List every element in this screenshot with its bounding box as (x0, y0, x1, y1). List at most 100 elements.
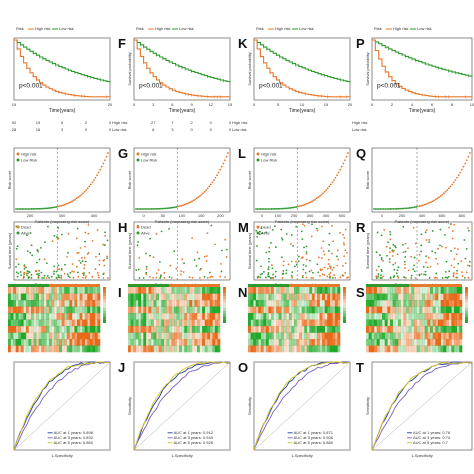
heatmap-cell (283, 313, 287, 320)
heatmap-cell (199, 300, 203, 307)
heatmap-cell (408, 287, 412, 294)
risk-table-cell: 16 (36, 127, 41, 132)
km-curve-low (254, 39, 351, 83)
survstatus-point (407, 269, 410, 272)
heatmap-cell (148, 339, 152, 346)
heatmap-cell (140, 332, 144, 340)
heatmap-cell (43, 300, 47, 307)
heatmap-cell (422, 293, 425, 301)
heatmap-cell (138, 319, 142, 327)
heatmap-cell (209, 319, 213, 327)
heatmap-cell (446, 326, 449, 333)
heatmap-cell (258, 332, 262, 340)
heatmap-cell (77, 293, 80, 301)
heatmap-cell (41, 319, 45, 327)
heatmap-cell (435, 293, 439, 301)
heatmap-cell (288, 326, 292, 333)
heatmap-cell (390, 345, 393, 353)
heatmap-cell (217, 326, 221, 333)
heatmap-cell (258, 287, 262, 294)
heatmap-cell (209, 300, 213, 307)
heatmap-cell (82, 293, 85, 301)
heatmap-cell (133, 313, 136, 320)
heatmap-cell (13, 332, 16, 340)
heatmap-cell (38, 319, 42, 327)
heatmap-cell (31, 287, 34, 294)
survstatus-point (209, 276, 211, 279)
heatmap-scale-cell (103, 320, 106, 323)
riskscore-point (417, 205, 419, 208)
survstatus-point (72, 276, 75, 279)
heatmap-cell (422, 332, 425, 340)
heatmap-cell (38, 287, 42, 294)
riskscore-point (156, 207, 159, 210)
heatmap-cell (133, 326, 136, 333)
heatmap-cell (288, 293, 292, 301)
heatmap-cell (374, 332, 377, 340)
heatmap-cell (424, 287, 428, 294)
survstatus-point (137, 268, 140, 271)
heatmap-cell (140, 306, 144, 314)
survstatus-point (193, 259, 196, 261)
heatmap-cell (427, 319, 431, 327)
heatmap-cell (435, 326, 439, 333)
heatmap-cell (314, 300, 318, 307)
riskscore-point (105, 155, 108, 158)
heatmap-cell (317, 300, 320, 307)
heatmap-cell (281, 313, 285, 320)
survstatus-point (401, 243, 404, 246)
heatmap-cell (59, 306, 62, 314)
heatmap-cell (207, 326, 211, 333)
heatmap-cell (273, 319, 277, 327)
survstatus-point (183, 262, 185, 265)
heatmap-cell (438, 300, 441, 307)
heatmap-cell (400, 287, 404, 294)
survstatus-point (148, 275, 151, 278)
heatmap-cell (189, 293, 193, 301)
heatmap-cell (161, 313, 165, 320)
dot-legend-alive: Alive (21, 231, 30, 236)
heatmap-scale-cell (223, 290, 226, 293)
heatmap-cell (403, 332, 407, 340)
survstatus-point (337, 258, 340, 261)
survstatus-point (376, 231, 379, 234)
riskscore-point (164, 207, 167, 210)
heatmap-cell (61, 306, 65, 314)
survstatus-point (271, 277, 274, 279)
riskscore-point (69, 201, 72, 203)
heatmap-cell (87, 306, 91, 314)
survstatus-point (265, 231, 268, 234)
riskscore-point (189, 201, 192, 203)
heatmap-cell (366, 287, 369, 294)
heatmap-cell (48, 319, 52, 327)
heatmap-cell (143, 319, 147, 327)
riskscore-point (294, 206, 296, 209)
heatmap-cell (92, 326, 96, 333)
heatmap-cell (145, 339, 149, 346)
survstatus-point (342, 274, 345, 277)
heatmap-cell (140, 326, 144, 333)
heatmap-cell (156, 339, 159, 346)
survstatus-point (330, 224, 333, 227)
survstatus-point (446, 277, 449, 279)
heatmap-cell (87, 293, 91, 301)
heatmap-cell (94, 293, 98, 301)
heatmap-cell (368, 332, 372, 340)
heatmap-cell (184, 300, 188, 307)
roc-frame (371, 361, 473, 451)
heatmap-cell (202, 300, 205, 307)
heatmap-cell (174, 319, 177, 327)
heatmap-cell (324, 319, 328, 327)
survstatus-ylabel: Survival time (years) (127, 232, 132, 269)
survstatus-point (220, 262, 223, 265)
riskscore-point (407, 207, 410, 210)
survstatus-point (310, 269, 313, 272)
heatmap-cell (89, 293, 93, 301)
heatmap-cell (384, 339, 388, 346)
heatmap-cell (161, 339, 165, 346)
heatmap-cell (263, 287, 267, 294)
heatmap-cell (212, 339, 216, 346)
survstatus-point (297, 260, 300, 263)
survstatus-point (339, 276, 342, 279)
